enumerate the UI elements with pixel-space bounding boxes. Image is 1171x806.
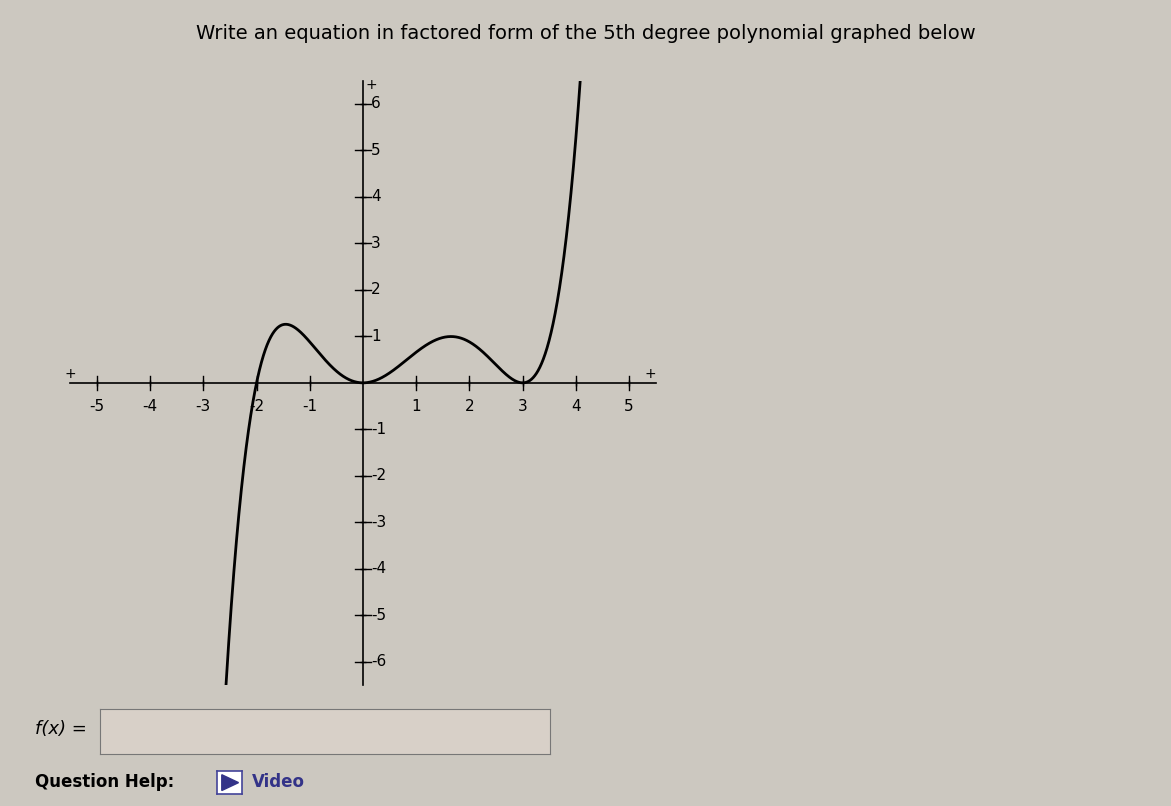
Text: 2: 2 [371, 282, 381, 297]
Text: -4: -4 [143, 399, 158, 414]
Text: +: + [644, 367, 656, 380]
Text: -6: -6 [371, 654, 386, 669]
Text: Write an equation in factored form of the 5th degree polynomial graphed below: Write an equation in factored form of th… [196, 24, 975, 44]
Polygon shape [221, 775, 239, 791]
Text: 4: 4 [571, 399, 581, 414]
Text: +: + [64, 367, 76, 380]
Text: -3: -3 [196, 399, 211, 414]
Text: 2: 2 [465, 399, 474, 414]
Text: -3: -3 [371, 515, 386, 530]
Text: 5: 5 [624, 399, 634, 414]
Text: 4: 4 [371, 189, 381, 205]
Text: -2: -2 [371, 468, 386, 484]
Text: -1: -1 [302, 399, 317, 414]
Text: Question Help:: Question Help: [35, 773, 174, 791]
Text: Video: Video [252, 773, 304, 791]
Text: -2: -2 [249, 399, 265, 414]
Text: -5: -5 [89, 399, 104, 414]
Text: +: + [365, 78, 377, 92]
Text: -5: -5 [371, 608, 386, 623]
Text: -4: -4 [371, 561, 386, 576]
Text: 1: 1 [371, 329, 381, 344]
Text: f(x) =: f(x) = [35, 721, 87, 738]
Text: 3: 3 [518, 399, 528, 414]
Text: 6: 6 [371, 97, 381, 111]
Text: -1: -1 [371, 422, 386, 437]
Text: 5: 5 [371, 143, 381, 158]
Text: 1: 1 [411, 399, 422, 414]
Text: 3: 3 [371, 236, 381, 251]
